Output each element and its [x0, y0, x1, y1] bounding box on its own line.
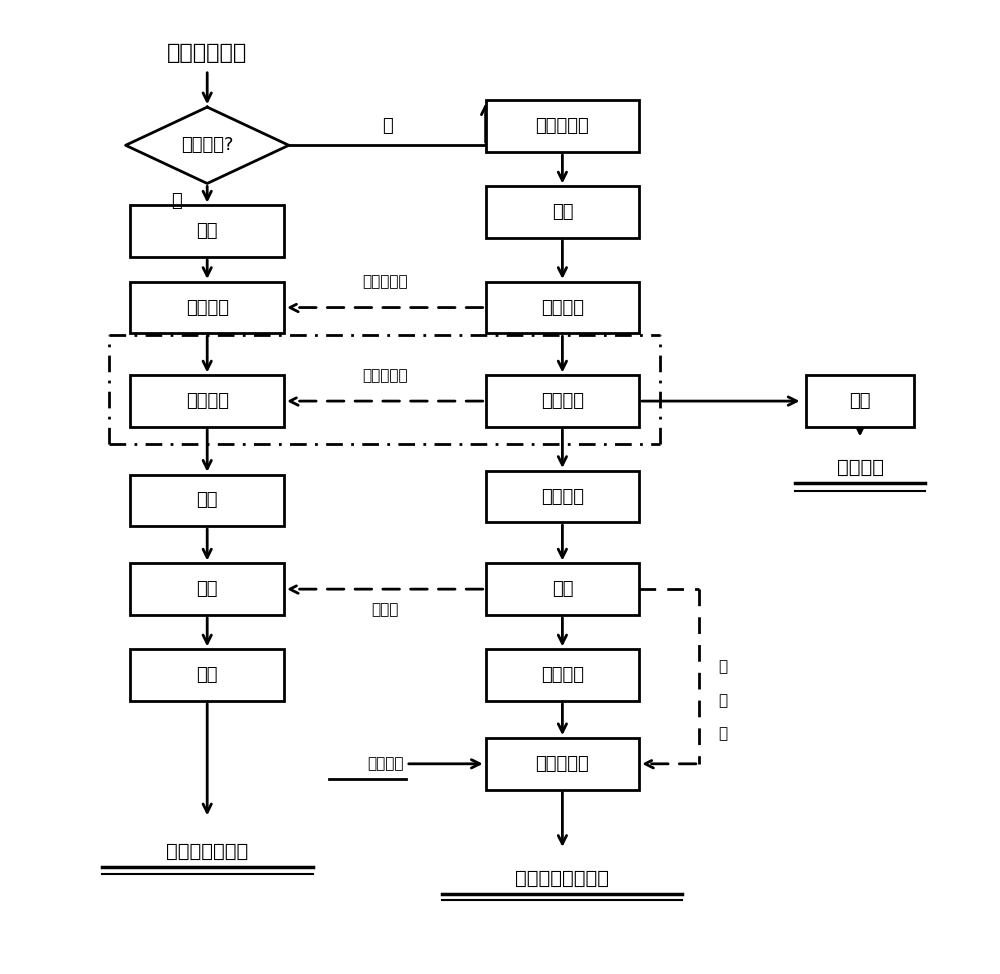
Text: 一次清洗: 一次清洗	[541, 299, 584, 317]
Text: 破碎、筛分: 破碎、筛分	[536, 117, 589, 135]
Text: 活性物质: 活性物质	[367, 756, 404, 771]
Text: 浸: 浸	[718, 659, 727, 674]
Text: 吹扫: 吹扫	[196, 222, 218, 241]
FancyBboxPatch shape	[130, 375, 284, 427]
Text: 酸浸: 酸浸	[552, 581, 573, 598]
Text: 是: 是	[171, 192, 182, 209]
FancyBboxPatch shape	[486, 281, 639, 333]
Text: 一次清洗: 一次清洗	[186, 299, 229, 317]
Text: 多钒酸盐: 多钒酸盐	[836, 459, 884, 477]
Text: 再生脱硝催化剂: 再生脱硝催化剂	[166, 843, 248, 861]
Text: 二次清洗液: 二次清洗液	[362, 368, 408, 383]
Text: 满足再生?: 满足再生?	[181, 136, 233, 154]
FancyBboxPatch shape	[486, 650, 639, 701]
Text: 一次清洗液: 一次清洗液	[362, 275, 408, 289]
FancyBboxPatch shape	[806, 375, 914, 427]
Text: 一次研磨: 一次研磨	[541, 488, 584, 506]
Text: 取: 取	[718, 693, 727, 708]
FancyBboxPatch shape	[130, 563, 284, 615]
Text: 吹扫: 吹扫	[552, 204, 573, 221]
Text: 否: 否	[382, 117, 393, 135]
Text: 浸取液: 浸取液	[371, 603, 398, 618]
Text: 沉钒: 沉钒	[849, 393, 871, 410]
FancyBboxPatch shape	[486, 375, 639, 427]
FancyBboxPatch shape	[486, 470, 639, 522]
Text: 二次清洗: 二次清洗	[541, 393, 584, 410]
FancyBboxPatch shape	[130, 474, 284, 526]
Text: 二次清洗: 二次清洗	[186, 393, 229, 410]
FancyBboxPatch shape	[486, 563, 639, 615]
FancyBboxPatch shape	[130, 281, 284, 333]
Text: 液: 液	[718, 727, 727, 741]
FancyBboxPatch shape	[486, 738, 639, 790]
FancyBboxPatch shape	[486, 186, 639, 238]
FancyBboxPatch shape	[130, 650, 284, 701]
FancyBboxPatch shape	[130, 206, 284, 257]
Text: 二次研磨: 二次研磨	[541, 666, 584, 684]
Text: 干燥: 干燥	[196, 491, 218, 509]
Text: 浸渍: 浸渍	[196, 581, 218, 598]
FancyBboxPatch shape	[486, 100, 639, 152]
Text: 焙烧: 焙烧	[196, 666, 218, 684]
Text: 再制备脱硝催化剂: 再制备脱硝催化剂	[515, 869, 609, 888]
Text: 成型、焙烧: 成型、焙烧	[536, 755, 589, 772]
Text: 废脱硝催化剂: 废脱硝催化剂	[167, 43, 247, 62]
